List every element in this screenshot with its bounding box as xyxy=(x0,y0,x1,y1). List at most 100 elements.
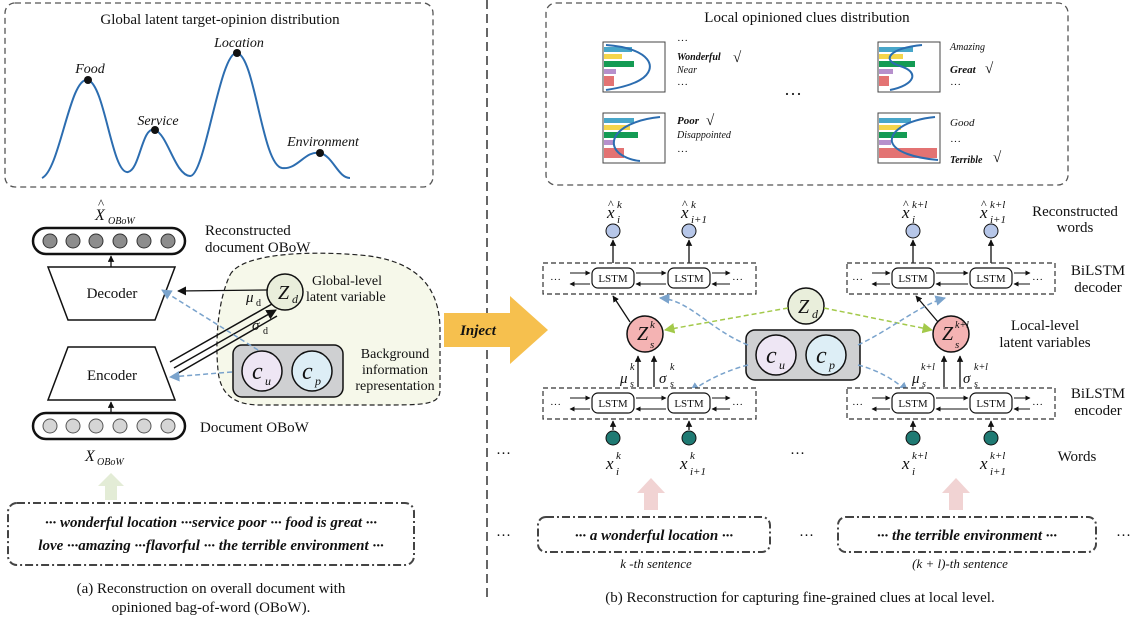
ellipsis-left-words: ··· xyxy=(496,446,511,462)
out-x4-sup: k+l xyxy=(990,199,1005,211)
in-x3-sub: i xyxy=(912,466,915,478)
lstm-enc-1: LSTM xyxy=(598,398,628,410)
peak-point-environment xyxy=(316,149,324,157)
sentence2-up-arrow xyxy=(942,478,970,510)
mu-arrow-line-a xyxy=(169,303,273,363)
in-x1-sup: k xyxy=(616,450,622,462)
mu-left-sup: k xyxy=(630,362,635,373)
peak-point-food xyxy=(84,76,92,84)
zs1-sup: k xyxy=(650,319,656,331)
global-latent-line2: latent variable xyxy=(306,290,386,305)
mu-right-sub: s xyxy=(922,379,926,390)
out-x3-sup: k+l xyxy=(912,199,927,211)
dec-left-ellipsis-a: ··· xyxy=(550,274,561,286)
center-zd-node: Z d xyxy=(787,287,825,325)
center-cu-symbol: c xyxy=(766,343,777,369)
peak-point-location xyxy=(233,49,241,57)
inject-arrow xyxy=(444,296,548,364)
in-x4-sub: i+1 xyxy=(990,466,1006,478)
panel2-check: √ xyxy=(985,61,994,77)
zs2-sup: k+l xyxy=(955,320,969,331)
out-x2-caret: ^ xyxy=(682,197,688,211)
sentence2-box xyxy=(837,516,1097,553)
lstm-enc-2: LSTM xyxy=(674,398,704,410)
ellipsis-mid-sentences: ··· xyxy=(799,528,814,544)
sentence1-label: k -th sentence xyxy=(620,556,692,571)
reconstructed-words-line2: words xyxy=(1057,220,1094,236)
zd-symbol: Z xyxy=(278,282,290,304)
center-cu-sub: u xyxy=(779,358,785,372)
center-cp-sub: p xyxy=(828,358,835,372)
encoder-label: Encoder xyxy=(87,368,137,384)
bg-to-encoder-arrow xyxy=(168,371,233,382)
caption-a-line2: opinioned bag-of-word (OBoW). xyxy=(112,600,311,616)
in-x1-sub: i xyxy=(616,466,619,478)
bg-to-right-dec-arrow xyxy=(857,295,947,346)
panel3-bottom-ellipsis: ··· xyxy=(677,146,688,158)
dec-right-ellipsis-a: ··· xyxy=(852,274,863,286)
zs2-to-dec-arrow xyxy=(915,295,939,323)
x-obow-symbol: X xyxy=(84,448,96,465)
sigma-d-subscript: d xyxy=(263,326,268,337)
panel4-check: √ xyxy=(993,150,1002,166)
local-latent-line1: Local-level xyxy=(1011,318,1079,334)
mu-arrow-line-b xyxy=(173,309,277,369)
panel4-word1: Good xyxy=(950,117,975,129)
mu-right-sup: k+l xyxy=(921,362,935,373)
encoder-block xyxy=(46,346,177,401)
center-background-box: c u c p xyxy=(745,329,861,381)
document-text-line2: love ···amazing ···flavorful ··· the ter… xyxy=(38,538,384,554)
in-x4-symbol: x xyxy=(979,454,988,473)
sentence1-box xyxy=(537,516,771,553)
dec-left-ellipsis-b: ··· xyxy=(732,274,743,286)
panel3-check: √ xyxy=(706,113,715,129)
document-text-box xyxy=(7,502,415,566)
document-obow-bar xyxy=(31,411,187,441)
cu-subscript: u xyxy=(265,374,271,388)
out-x3-symbol: x xyxy=(901,203,910,222)
mu-sigma-left: μ k s σ k s xyxy=(619,355,675,390)
zd-to-zs2-arrow xyxy=(823,307,934,334)
sigma-right-symbol: σ xyxy=(963,371,971,387)
document-obow-label: Document OBoW xyxy=(200,420,310,436)
enc-right-ellipsis-b: ··· xyxy=(1032,399,1043,411)
panel2-word2: Great xyxy=(950,64,977,76)
sigma-left-symbol: σ xyxy=(659,371,667,387)
ellipsis-right-sentences: ··· xyxy=(1116,528,1131,544)
out-x4-caret: ^ xyxy=(981,197,987,211)
out-x2-sub: i+1 xyxy=(691,214,707,226)
sentence2-label: (k + l)-th sentence xyxy=(912,556,1008,571)
decoder-block xyxy=(46,266,177,321)
cp-symbol: c xyxy=(302,359,313,385)
out-x3-caret: ^ xyxy=(903,197,909,211)
sentence1-text: ··· a wonderful location ··· xyxy=(575,528,734,544)
lstm-dec-4: LSTM xyxy=(976,273,1006,285)
enc-left-ellipsis-a: ··· xyxy=(550,399,561,411)
panel2-bottom-ellipsis: ··· xyxy=(950,79,961,91)
panel1-word1: Wonderful xyxy=(677,52,721,63)
global-box-title: Global latent target-opinion distributio… xyxy=(100,12,340,28)
zs2-sub: s xyxy=(955,339,959,351)
reconstructed-label-line2: document OBoW xyxy=(205,240,311,256)
clue-panel-4: Good Terrible √ ··· xyxy=(877,112,1002,166)
zs2-symbol: Z xyxy=(942,323,954,345)
clue-panel-1: ··· Wonderful √ Near ··· xyxy=(602,35,742,93)
input-up-arrow xyxy=(98,473,124,500)
mu-left-symbol: μ xyxy=(619,371,628,387)
input-nodes xyxy=(605,420,999,446)
lstm-enc-3: LSTM xyxy=(898,398,928,410)
mu-sigma-right: μ k+l s σ k+l s xyxy=(911,355,988,390)
bg-to-left-dec-arrow xyxy=(658,293,749,346)
out-x1-symbol: x xyxy=(606,203,615,222)
zs1-symbol: Z xyxy=(637,323,649,345)
panel1-top-ellipsis: ··· xyxy=(677,35,688,47)
peak-label-environment: Environment xyxy=(286,135,360,150)
x-hat-caret: ^ xyxy=(98,196,104,211)
in-x3-sup: k+l xyxy=(912,450,927,462)
in-x2-sup: k xyxy=(690,450,696,462)
sigma-d-symbol: σ xyxy=(252,318,260,334)
caption-a-line1: (a) Reconstruction on overall document w… xyxy=(77,581,346,597)
enc-left-ellipsis-b: ··· xyxy=(732,399,743,411)
in-x1-symbol: x xyxy=(605,454,614,473)
bilstm-encoder-line1: BiLSTM xyxy=(1071,386,1125,402)
